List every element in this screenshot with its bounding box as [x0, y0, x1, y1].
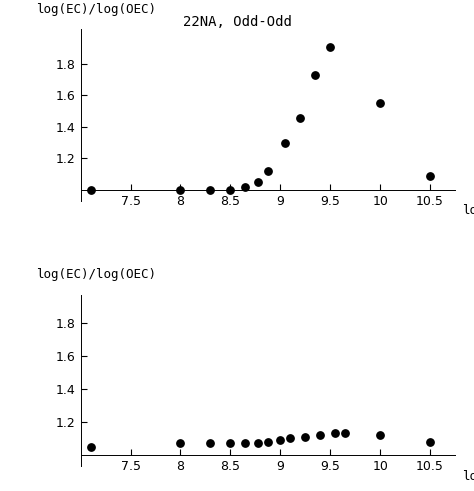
Point: [207, 186, 214, 194]
Point: [376, 99, 384, 107]
Point: [255, 439, 262, 447]
Point: [426, 438, 434, 446]
Point: [242, 439, 249, 447]
Point: [264, 438, 272, 446]
Point: [317, 431, 324, 439]
Point: [264, 167, 272, 175]
Point: [286, 435, 294, 442]
Point: [177, 186, 184, 194]
Point: [207, 439, 214, 447]
Point: [177, 439, 184, 447]
Point: [376, 431, 384, 439]
Point: [282, 139, 289, 147]
Point: [87, 186, 94, 194]
Text: log(EC)/log(OEC): log(EC)/log(OEC): [36, 269, 155, 281]
Text: log(T): log(T): [463, 470, 474, 483]
Text: log(EC)/log(OEC): log(EC)/log(OEC): [36, 3, 155, 16]
Point: [311, 71, 319, 79]
Point: [227, 186, 234, 194]
Point: [426, 172, 434, 180]
Point: [331, 430, 339, 437]
Point: [255, 178, 262, 186]
Point: [341, 430, 349, 437]
Point: [276, 436, 284, 444]
Point: [327, 43, 334, 51]
Point: [242, 183, 249, 191]
Point: [87, 443, 94, 451]
Point: [296, 113, 304, 121]
Text: log(T): log(T): [463, 204, 474, 217]
Text: 22NA, Odd-Odd: 22NA, Odd-Odd: [182, 15, 292, 29]
Point: [301, 433, 309, 441]
Point: [227, 439, 234, 447]
